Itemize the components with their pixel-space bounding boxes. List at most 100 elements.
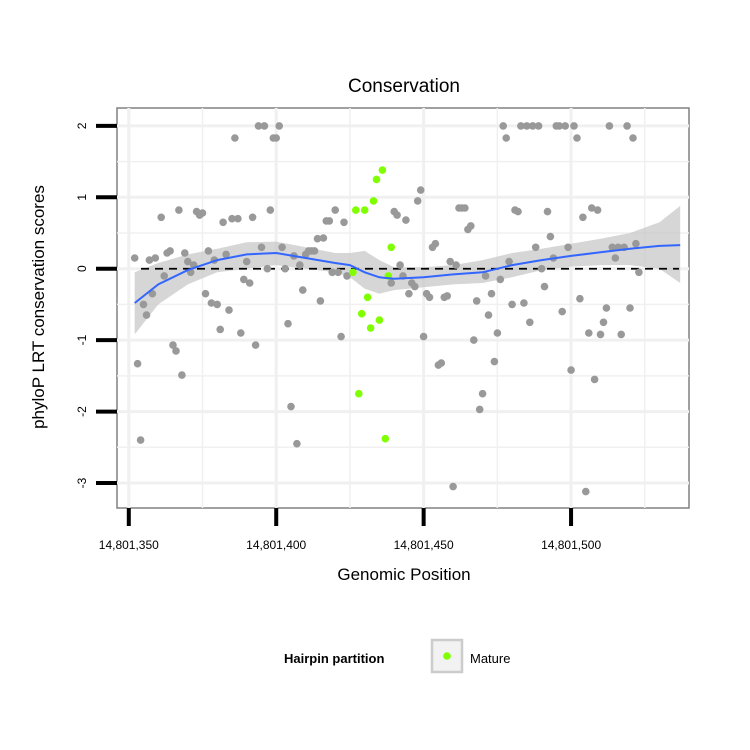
other-point bbox=[514, 207, 522, 216]
x-axis-title: Genomic Position bbox=[337, 565, 470, 584]
other-point bbox=[204, 247, 213, 255]
other-point bbox=[526, 318, 534, 327]
other-point bbox=[139, 300, 148, 309]
other-point bbox=[431, 239, 440, 248]
x-tick-label: 14,801,350 bbox=[99, 538, 159, 552]
other-point bbox=[517, 122, 525, 130]
other-point bbox=[266, 206, 275, 214]
other-point bbox=[446, 257, 455, 266]
other-point bbox=[340, 218, 348, 227]
other-point bbox=[496, 275, 505, 284]
legend: Hairpin partition Mature bbox=[284, 638, 510, 674]
other-point bbox=[175, 206, 183, 214]
other-point bbox=[260, 122, 269, 130]
other-point bbox=[387, 279, 396, 287]
other-point bbox=[593, 206, 602, 214]
other-point bbox=[531, 243, 540, 252]
other-point bbox=[242, 257, 251, 266]
legend-key-mature bbox=[443, 652, 451, 660]
other-point bbox=[325, 217, 334, 225]
other-point bbox=[316, 297, 325, 305]
other-point bbox=[334, 268, 342, 277]
other-point bbox=[590, 375, 599, 384]
other-point bbox=[540, 282, 549, 291]
panel-background bbox=[116, 107, 690, 509]
other-point bbox=[564, 243, 572, 252]
other-point bbox=[493, 329, 502, 337]
confidence-band-layer bbox=[134, 205, 681, 335]
other-point bbox=[219, 218, 227, 227]
other-point bbox=[505, 257, 513, 266]
x-tick-label: 14,801,450 bbox=[394, 538, 454, 552]
other-point bbox=[337, 332, 345, 341]
other-point bbox=[520, 299, 528, 307]
y-tick-label: 1 bbox=[75, 194, 89, 201]
other-point bbox=[248, 213, 257, 222]
other-point bbox=[543, 207, 552, 216]
other-point bbox=[136, 436, 145, 444]
y-tick-label: -3 bbox=[75, 477, 89, 488]
x-tick-label: 14,801,500 bbox=[541, 538, 601, 552]
other-point bbox=[635, 268, 643, 277]
other-point bbox=[523, 122, 531, 130]
other-point bbox=[425, 293, 434, 302]
other-point bbox=[413, 197, 422, 205]
other-point bbox=[166, 247, 174, 255]
other-point bbox=[151, 254, 160, 262]
other-point bbox=[275, 122, 284, 130]
other-point bbox=[245, 279, 254, 287]
other-point bbox=[263, 264, 272, 273]
other-point bbox=[251, 341, 260, 349]
other-point bbox=[184, 257, 192, 266]
other-point bbox=[130, 254, 139, 262]
other-point bbox=[602, 304, 611, 312]
other-point bbox=[157, 213, 165, 222]
x-axis: 14,801,350 14,801,400 14,801,450 14,801,500 bbox=[99, 508, 601, 552]
other-point bbox=[537, 264, 546, 273]
other-point bbox=[254, 122, 263, 130]
plot-panel bbox=[116, 107, 690, 509]
other-point bbox=[632, 239, 640, 248]
mature-point bbox=[357, 309, 366, 318]
other-point bbox=[484, 311, 493, 319]
y-axis: -3 -2 -1 0 1 2 bbox=[75, 122, 117, 488]
other-point bbox=[596, 330, 605, 339]
y-tick-label: 2 bbox=[75, 122, 89, 129]
confidence-band bbox=[134, 205, 681, 335]
other-point bbox=[284, 319, 292, 328]
other-point bbox=[169, 341, 177, 349]
other-point bbox=[561, 122, 569, 130]
other-point bbox=[216, 325, 224, 334]
other-point bbox=[555, 122, 564, 130]
other-point bbox=[449, 482, 457, 491]
other-point bbox=[313, 234, 322, 243]
mature-point bbox=[387, 243, 396, 252]
other-point bbox=[585, 329, 593, 337]
other-point bbox=[437, 359, 446, 367]
mature-point bbox=[360, 206, 369, 214]
other-point bbox=[478, 389, 487, 398]
legend-label-mature: Mature bbox=[470, 651, 510, 666]
x-tick-label: 14,801,400 bbox=[246, 538, 306, 552]
other-point bbox=[579, 213, 587, 222]
other-point bbox=[181, 249, 189, 257]
other-point bbox=[443, 292, 452, 300]
other-point bbox=[402, 216, 410, 224]
other-point bbox=[467, 222, 475, 230]
other-point bbox=[626, 304, 634, 312]
other-point bbox=[487, 289, 496, 298]
other-point bbox=[623, 122, 631, 130]
other-point bbox=[231, 134, 239, 142]
other-point bbox=[272, 134, 281, 142]
other-point bbox=[470, 336, 478, 344]
other-point bbox=[576, 294, 584, 303]
other-point bbox=[617, 330, 625, 339]
smooth-line-layer bbox=[134, 244, 681, 304]
other-point bbox=[278, 243, 286, 252]
other-point bbox=[546, 232, 555, 241]
other-point bbox=[331, 206, 340, 214]
other-point bbox=[281, 264, 289, 273]
other-point bbox=[207, 299, 216, 307]
other-point bbox=[213, 300, 221, 309]
other-point bbox=[293, 439, 301, 448]
